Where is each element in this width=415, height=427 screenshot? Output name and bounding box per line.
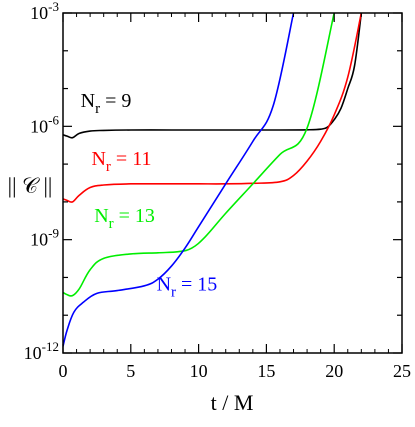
ticks-layer: 0 5 10 15 20 25 10-3 10-6 10-9 10-12	[24, 0, 411, 381]
x-tick-label: 20	[325, 361, 343, 381]
labels-layer: Nr = 9 Nr = 11 Nr = 13 Nr = 15	[81, 90, 218, 300]
y-tick-label: 10-9	[30, 226, 59, 250]
series-line-1	[63, 13, 363, 203]
x-tick-label: 5	[126, 361, 135, 381]
series-line-3	[63, 13, 295, 347]
series-label-2: Nr = 13	[94, 205, 155, 232]
x-tick-label: 0	[59, 361, 68, 381]
series-layer	[63, 13, 363, 347]
series-label-0: Nr = 9	[81, 90, 132, 117]
y-axis-title: || 𝒞 ||	[8, 173, 53, 198]
y-tick-label: 10-6	[30, 112, 59, 136]
plot-frame	[62, 12, 403, 354]
x-tick-label: 15	[257, 361, 275, 381]
x-axis-title: t / M	[211, 390, 254, 415]
series-line-0	[63, 13, 363, 139]
x-tick-label: 25	[393, 361, 411, 381]
series-label-3: Nr = 15	[157, 274, 218, 301]
y-tick-label: 10-12	[24, 339, 59, 363]
series-label-1: Nr = 11	[91, 148, 151, 175]
y-tick-label: 10-3	[30, 0, 59, 23]
series-line-2	[63, 13, 335, 297]
x-tick-label: 10	[190, 361, 208, 381]
